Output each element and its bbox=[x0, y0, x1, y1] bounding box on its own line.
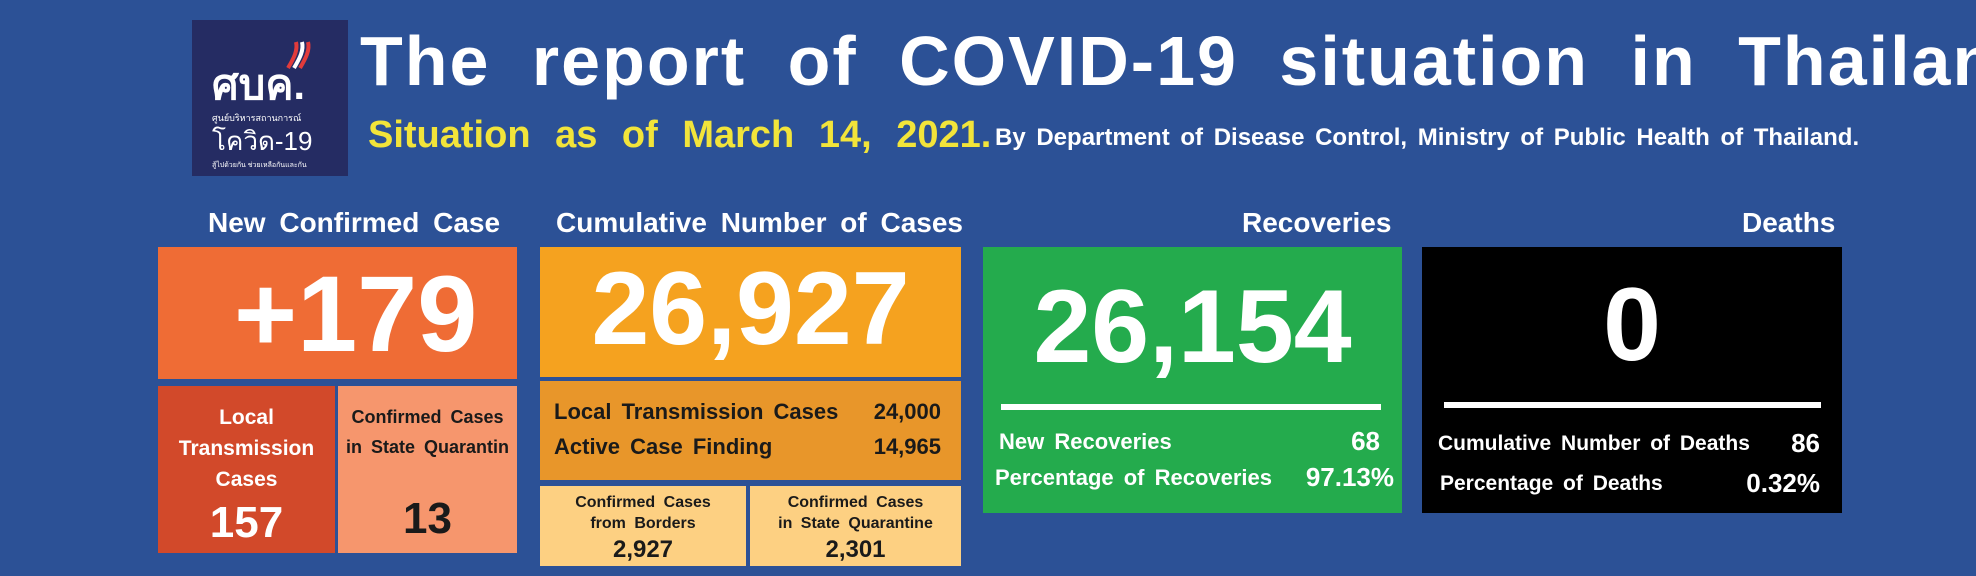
active-case-label: Active Case Finding bbox=[554, 434, 773, 459]
local-transmission-label: Local Transmission Cases bbox=[554, 399, 839, 424]
borders-value: 2,927 bbox=[612, 536, 674, 563]
page-title: The report of COVID-19 situation in Thai… bbox=[360, 22, 1976, 100]
deaths-divider bbox=[1444, 402, 1821, 408]
local-label-3: Cases bbox=[215, 468, 278, 491]
borders-label-2: from Borders bbox=[590, 515, 696, 532]
flag-ribbon-icon bbox=[286, 41, 311, 70]
cumulative-sub-panel: Local Transmission Cases 24,000 Active C… bbox=[540, 381, 961, 480]
sbk-logo: ศบค. ศูนย์บริหารสถานการณ์ โควิด-19 สู้ไป… bbox=[192, 20, 348, 176]
state-q-value: 13 bbox=[403, 494, 452, 543]
cum-state-q-value: 2,301 bbox=[825, 536, 886, 563]
local-transmission-value: 24,000 bbox=[873, 399, 941, 424]
local-value: 157 bbox=[209, 498, 284, 547]
local-label-2: Transmission bbox=[178, 437, 315, 460]
recoveries-divider bbox=[1001, 404, 1381, 410]
recoveries-panel: 26,154 New Recoveries 68 Percentage of R… bbox=[983, 247, 1402, 513]
cumulative-value: 26,927 bbox=[591, 251, 910, 367]
state-quarantine-panel: Confirmed Cases in State Quarantin 13 bbox=[338, 386, 517, 553]
state-q-label-2: in State Quarantin bbox=[345, 437, 510, 457]
state-q-label-1: Confirmed Cases bbox=[351, 407, 504, 427]
recovery-pct-value: 97.13% bbox=[1305, 462, 1394, 492]
new-confirmed-panel: +179 bbox=[158, 247, 517, 379]
local-transmission-panel: Local Transmission Cases 157 bbox=[158, 386, 335, 553]
logo-sub-text: ศูนย์บริหารสถานการณ์ bbox=[212, 113, 302, 123]
recoveries-heading: Recoveries bbox=[1242, 207, 1392, 238]
situation-date: Situation as of March 14, 2021. bbox=[368, 114, 992, 156]
cumulative-panel: 26,927 bbox=[540, 247, 961, 377]
new-recoveries-value: 68 bbox=[1351, 426, 1380, 456]
deaths-heading: Deaths bbox=[1742, 207, 1836, 238]
logo-main-text: ศบค. bbox=[212, 61, 306, 108]
cumulative-heading: Cumulative Number of Cases bbox=[556, 207, 963, 238]
local-label-1: Local bbox=[219, 406, 274, 429]
logo-tagline: สู้ไปด้วยกัน ช่วยเหลือกันและกัน bbox=[212, 162, 307, 169]
cum-state-q-label-2: in State Quarantine bbox=[778, 515, 933, 532]
borders-panel: Confirmed Cases from Borders 2,927 bbox=[540, 486, 746, 566]
cumulative-deaths-value: 86 bbox=[1791, 428, 1820, 458]
deaths-value: 0 bbox=[1603, 267, 1661, 383]
deaths-pct-value: 0.32% bbox=[1746, 468, 1820, 498]
active-case-value: 14,965 bbox=[873, 434, 941, 459]
source-credit: By Department of Disease Control, Minist… bbox=[995, 124, 1860, 151]
recovery-pct-label: Percentage of Recoveries bbox=[995, 465, 1273, 490]
new-confirmed-value: +179 bbox=[234, 253, 478, 374]
logo-covid-text: โควิด-19 bbox=[212, 126, 313, 156]
deaths-panel: 0 Cumulative Number of Deaths 86 Percent… bbox=[1422, 247, 1842, 513]
cum-state-q-label-1: Confirmed Cases bbox=[787, 494, 924, 511]
new-recoveries-label: New Recoveries bbox=[999, 429, 1172, 454]
cumulative-deaths-label: Cumulative Number of Deaths bbox=[1438, 432, 1750, 455]
new-confirmed-heading: New Confirmed Case bbox=[208, 207, 501, 238]
cum-state-quarantine-panel: Confirmed Cases in State Quarantine 2,30… bbox=[750, 486, 961, 566]
borders-label-1: Confirmed Cases bbox=[575, 494, 711, 511]
recoveries-value: 26,154 bbox=[1033, 269, 1352, 385]
deaths-pct-label: Percentage of Deaths bbox=[1440, 472, 1663, 495]
